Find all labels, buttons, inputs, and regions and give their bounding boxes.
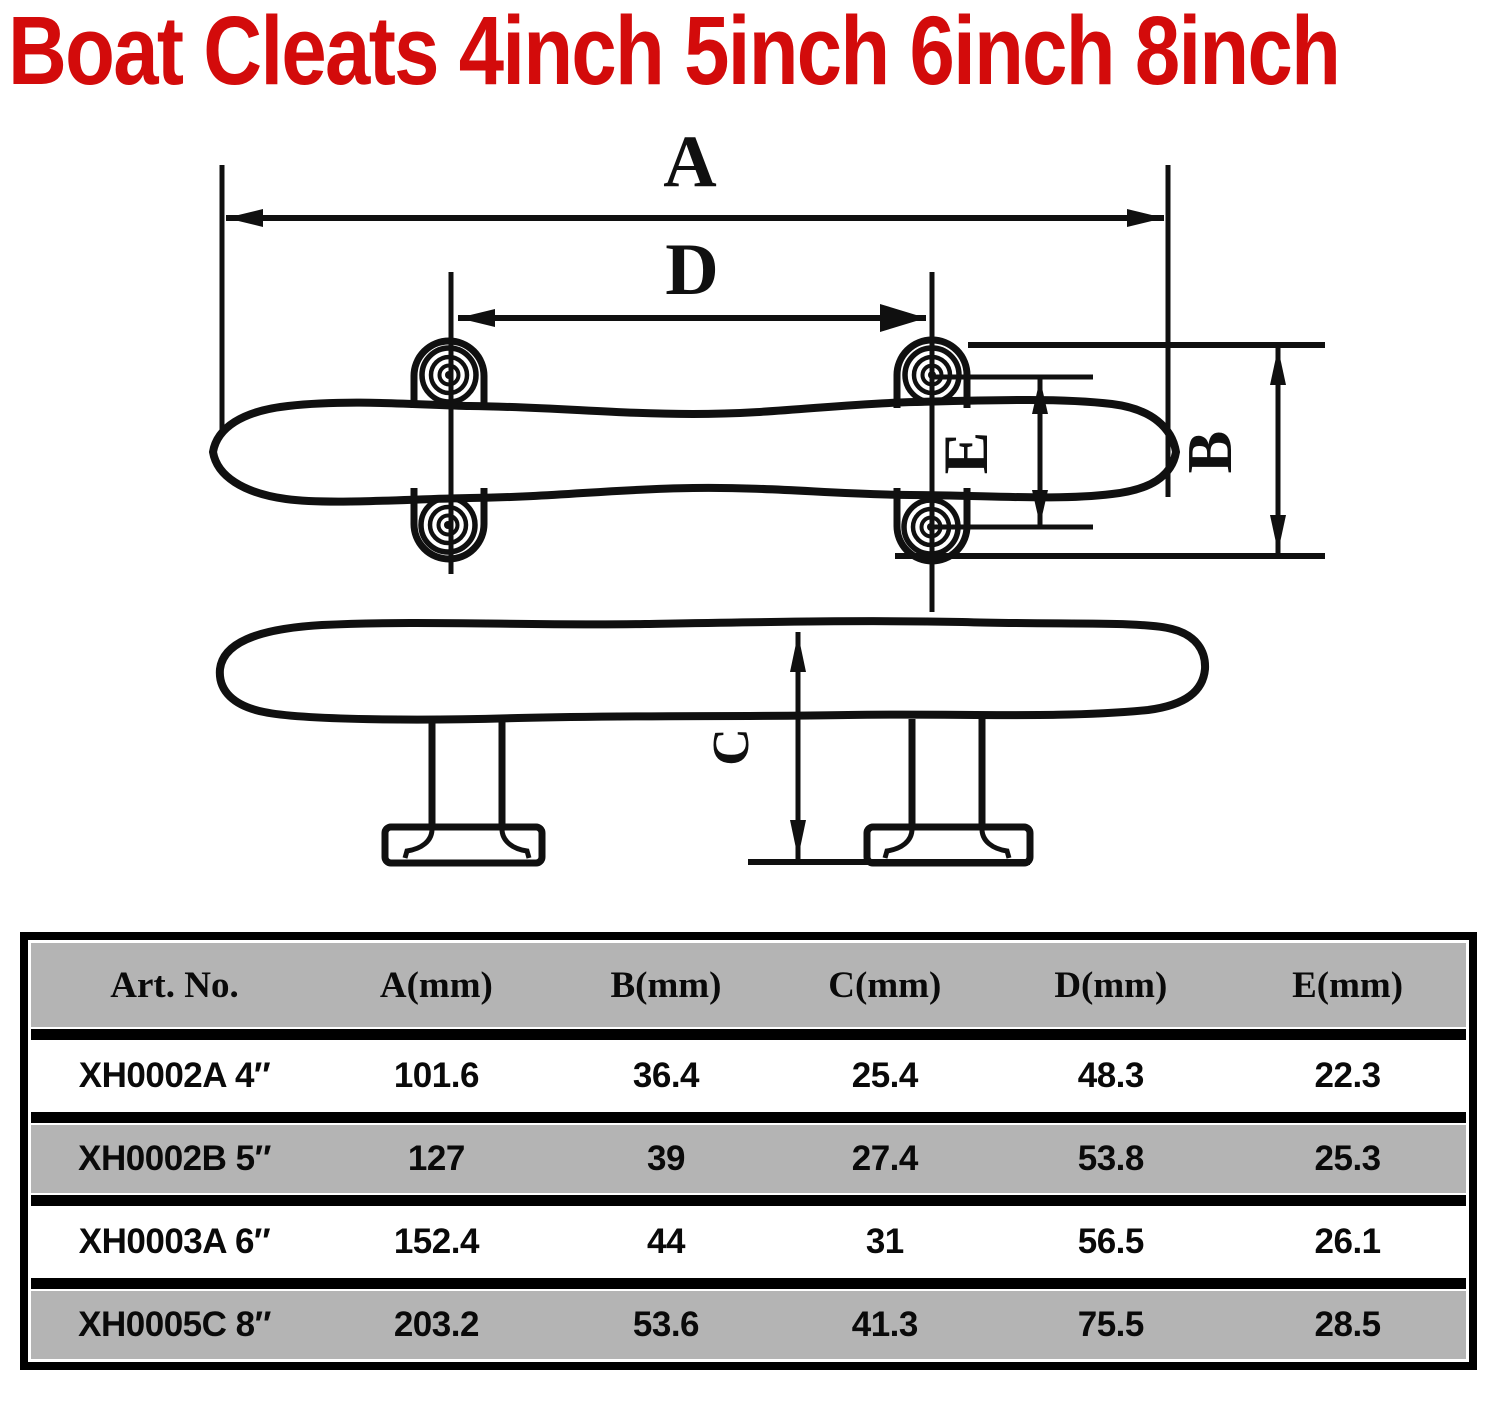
cell-d: 56.5	[1077, 1222, 1145, 1261]
header-cell-e: E(mm)	[1292, 964, 1404, 1006]
cell-c: 27.4	[851, 1139, 919, 1178]
cell-e: 26.1	[1314, 1222, 1382, 1261]
table-row-8inch: XH0005C 8″ 203.2 53.6 41.3 75.5 28.5	[31, 1291, 1466, 1359]
cell-b: 39	[647, 1139, 685, 1178]
table-row-4inch: XH0002A 4″ 101.6 36.4 25.4 48.3 22.3	[31, 1042, 1466, 1110]
cell-c: 31	[865, 1222, 904, 1261]
cleat-top-view: A D E	[208, 121, 1325, 612]
foot-outline	[863, 823, 1034, 867]
dimension-label-d: D	[665, 229, 718, 311]
cell-art-no: XH0002B 5″	[78, 1139, 271, 1178]
screw-ring-outer	[418, 495, 478, 555]
cell-a: 127	[407, 1139, 465, 1178]
dimension-e: E	[930, 374, 1093, 530]
cell-e: 28.5	[1314, 1305, 1382, 1344]
arrowhead-down	[1270, 515, 1286, 552]
screw-ring-mid	[427, 504, 469, 546]
table-row-6inch: XH0003A 6″ 152.4 44 31 56.5 26.1	[31, 1208, 1466, 1276]
cell-a: 203.2	[393, 1305, 480, 1344]
cell-b: 44	[647, 1222, 685, 1261]
foot-outline	[381, 823, 546, 867]
screw-bottom-left	[418, 495, 478, 555]
left-foot	[381, 823, 546, 867]
cell-c: 41.3	[851, 1305, 919, 1344]
row-separator	[31, 1195, 1466, 1206]
cell-art-no: XH0005C 8″	[78, 1305, 271, 1344]
cell-b: 53.6	[632, 1305, 700, 1344]
dimension-label-b: B	[1174, 431, 1245, 474]
row-separator	[31, 1029, 1466, 1040]
row-separator	[31, 1112, 1466, 1123]
dimension-d: D	[448, 229, 935, 612]
right-foot	[863, 823, 1034, 867]
dimension-label-e: E	[930, 432, 1001, 475]
cleat-side-view: C	[215, 617, 1210, 867]
dimension-label-a: A	[663, 121, 716, 203]
cell-a: 152.4	[393, 1222, 480, 1261]
arrowhead-down	[1032, 490, 1048, 525]
header-cell-art-no: Art. No.	[110, 964, 239, 1006]
cleat-body-top-outline	[208, 396, 1181, 506]
arrowhead-right	[1127, 209, 1164, 227]
arrowhead-left	[458, 309, 495, 327]
header-cell-d: D(mm)	[1054, 964, 1168, 1006]
cell-c: 25.4	[851, 1056, 919, 1095]
cell-art-no: XH0003A 6″	[78, 1222, 271, 1261]
header-cell-a: A(mm)	[379, 964, 493, 1006]
foot-flange-line	[402, 826, 435, 859]
dimension-b: B	[895, 342, 1325, 559]
spec-table: Art. No. A(mm) B(mm) C(mm) D(mm) E(mm) X…	[20, 932, 1477, 1370]
cleat-body-side-outline	[215, 617, 1210, 724]
arrowhead-left	[226, 209, 263, 227]
arrowhead-up	[1270, 348, 1286, 385]
cell-art-no: XH0002A 4″	[78, 1056, 271, 1095]
page-title: Boat Cleats 4inch 5inch 6inch 8inch	[8, 0, 1341, 105]
row-separator	[31, 1278, 1466, 1289]
cell-a: 101.6	[393, 1056, 480, 1095]
table-header-row: Art. No. A(mm) B(mm) C(mm) D(mm) E(mm)	[31, 943, 1466, 1027]
dimension-c: C	[703, 632, 806, 860]
arrowhead-down	[790, 820, 806, 858]
header-cell-c: C(mm)	[828, 964, 942, 1006]
cell-e: 25.3	[1314, 1139, 1382, 1178]
foot-flange-line	[979, 826, 1012, 859]
arrowhead-right	[880, 304, 926, 332]
arrowhead-up	[1032, 379, 1048, 414]
arrowhead-up	[790, 634, 806, 672]
cell-e: 22.3	[1314, 1056, 1382, 1095]
header-cell-b: B(mm)	[610, 964, 722, 1006]
dimension-a: A	[219, 121, 1171, 497]
cell-d: 53.8	[1077, 1139, 1145, 1178]
screw-ring-inner	[436, 513, 460, 537]
table-row-5inch: XH0002B 5″ 127 39 27.4 53.8 25.3	[31, 1125, 1466, 1193]
dimension-label-c: C	[703, 728, 760, 766]
cell-d: 75.5	[1077, 1305, 1145, 1344]
cell-b: 36.4	[632, 1056, 700, 1095]
foot-flange-line	[882, 826, 915, 859]
foot-flange-line	[499, 826, 532, 859]
cell-d: 48.3	[1077, 1056, 1145, 1095]
